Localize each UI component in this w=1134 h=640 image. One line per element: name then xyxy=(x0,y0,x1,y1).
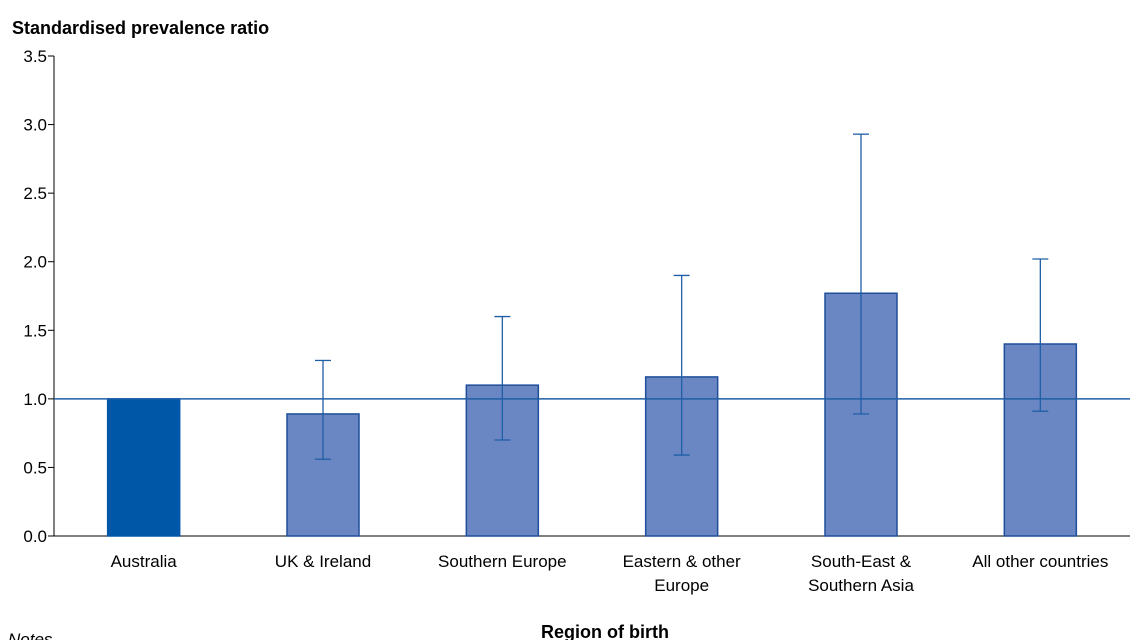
x-tick-label: UK & Ireland xyxy=(275,552,371,571)
y-tick-label: 1.0 xyxy=(23,390,47,409)
y-tick-label: 0.0 xyxy=(23,527,47,546)
y-tick-label: 3.5 xyxy=(23,47,47,66)
x-tick-label: Eastern & other xyxy=(623,552,741,571)
x-tick-label: Europe xyxy=(654,576,709,595)
y-tick-label: 1.5 xyxy=(23,321,47,340)
plot-area: 0.0 0.5 1.0 1.5 2.0 2.5 3.0 3.5 Australia UK & Ir… xyxy=(23,47,1130,595)
x-tick-label: Southern Asia xyxy=(808,576,914,595)
x-axis-title: Region of birth xyxy=(541,622,669,640)
x-tick-label: Australia xyxy=(111,552,178,571)
notes-label: Notes xyxy=(8,630,53,640)
y-tick-label: 0.5 xyxy=(23,458,47,477)
bar xyxy=(644,376,719,537)
bar xyxy=(106,398,181,537)
y-tick-label: 2.5 xyxy=(23,184,47,203)
x-tick-label: South-East & xyxy=(811,552,912,571)
x-tick-label: Southern Europe xyxy=(438,552,567,571)
y-tick-label: 3.0 xyxy=(23,116,47,135)
x-tick-label: All other countries xyxy=(972,552,1108,571)
y-tick-label: 2.0 xyxy=(23,253,47,272)
y-axis-title: Standardised prevalence ratio xyxy=(12,18,269,38)
